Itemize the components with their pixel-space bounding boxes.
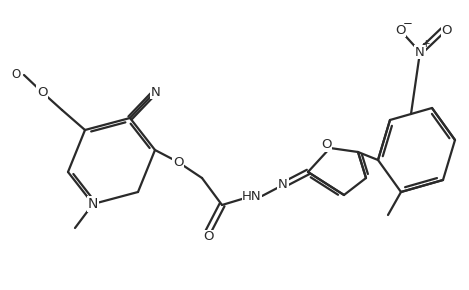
Text: N: N	[278, 179, 288, 191]
Text: O: O	[203, 231, 213, 244]
Text: −: −	[403, 17, 413, 30]
Text: O: O	[321, 139, 331, 151]
Text: O: O	[11, 68, 21, 81]
Text: +: +	[422, 39, 431, 49]
Text: O: O	[442, 23, 452, 37]
Text: N: N	[151, 86, 161, 99]
Text: N: N	[88, 197, 98, 211]
Text: HN: HN	[242, 189, 262, 202]
Text: N: N	[415, 46, 425, 59]
Text: O: O	[173, 155, 183, 168]
Text: O: O	[395, 23, 405, 37]
Text: O: O	[37, 86, 47, 99]
